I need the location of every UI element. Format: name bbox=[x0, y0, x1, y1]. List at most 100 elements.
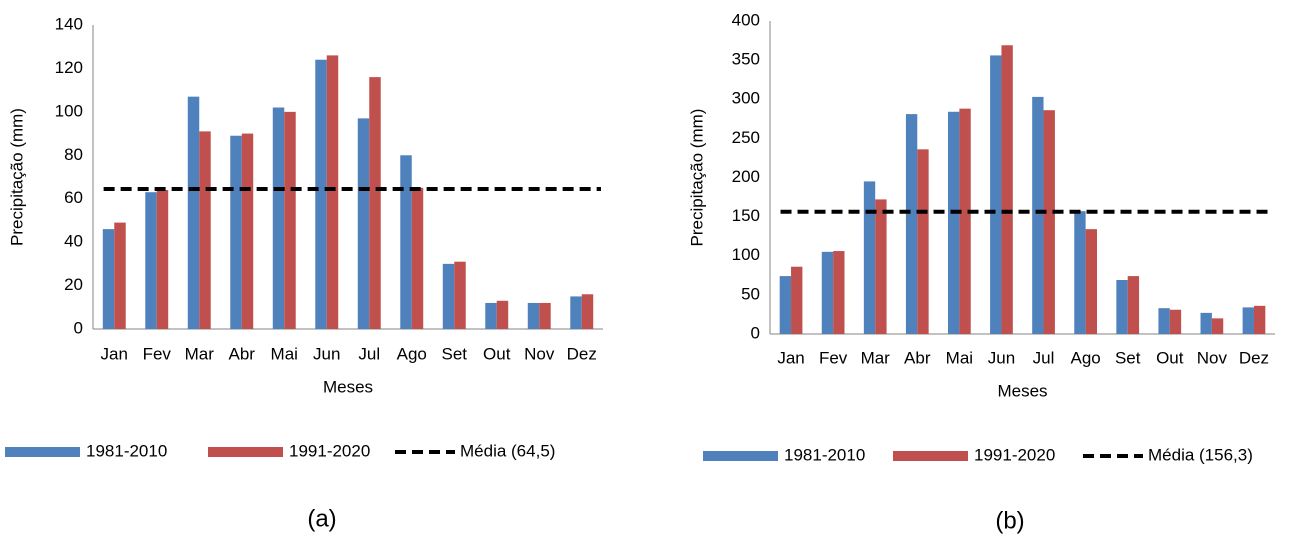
legend-label: 1981-2010 bbox=[86, 441, 167, 460]
legend-swatch bbox=[5, 447, 80, 457]
bar bbox=[1043, 110, 1055, 334]
x-tick-label: Ago bbox=[397, 344, 427, 363]
y-tick-label: 300 bbox=[732, 89, 760, 108]
y-tick-label: 80 bbox=[64, 145, 83, 164]
y-tick-label: 350 bbox=[732, 50, 760, 69]
y-tick-label: 250 bbox=[732, 128, 760, 147]
y-tick-label: 60 bbox=[64, 188, 83, 207]
bar bbox=[821, 251, 834, 334]
bar bbox=[369, 77, 381, 329]
x-tick-label: Jul bbox=[358, 344, 380, 363]
bar bbox=[1032, 96, 1044, 334]
bar bbox=[357, 118, 370, 329]
legend-swatch bbox=[208, 447, 283, 457]
bar bbox=[527, 302, 540, 329]
x-tick-label: Nov bbox=[1197, 348, 1228, 367]
x-tick-label: Abr bbox=[229, 344, 256, 363]
y-tick-label: 200 bbox=[732, 167, 760, 186]
bar bbox=[1242, 307, 1254, 334]
y-tick-label: 120 bbox=[55, 58, 83, 77]
y-tick-label: 40 bbox=[64, 232, 83, 251]
bar bbox=[1074, 211, 1086, 334]
x-tick-label: Mar bbox=[185, 344, 215, 363]
bar bbox=[779, 276, 792, 334]
bar bbox=[875, 199, 887, 334]
bar bbox=[284, 111, 296, 329]
x-tick-label: Mai bbox=[946, 348, 973, 367]
bar bbox=[156, 190, 169, 329]
bar bbox=[411, 187, 424, 329]
bar bbox=[199, 131, 211, 329]
bar bbox=[570, 296, 582, 329]
x-tick-label: Fev bbox=[143, 344, 172, 363]
legend-swatch bbox=[703, 451, 778, 461]
bar bbox=[102, 229, 115, 329]
x-tick-label: Out bbox=[483, 344, 511, 363]
bar bbox=[539, 302, 551, 329]
bar bbox=[863, 181, 876, 334]
panel-label: (b) bbox=[995, 507, 1024, 534]
bar bbox=[496, 300, 509, 329]
legend-label: 1981-2010 bbox=[784, 445, 865, 464]
x-tick-label: Ago bbox=[1071, 348, 1101, 367]
bar bbox=[187, 96, 200, 330]
y-tick-label: 150 bbox=[732, 206, 760, 225]
bar bbox=[1085, 229, 1097, 334]
legend-swatch bbox=[893, 451, 968, 461]
x-tick-label: Jul bbox=[1033, 348, 1055, 367]
bar bbox=[326, 55, 339, 330]
bar bbox=[791, 266, 803, 334]
bar bbox=[833, 251, 845, 334]
x-tick-label: Jan bbox=[777, 348, 804, 367]
x-axis-title: Meses bbox=[997, 381, 1047, 400]
x-tick-label: Dez bbox=[1239, 348, 1269, 367]
legend-label: 1991-2020 bbox=[289, 441, 370, 460]
x-tick-label: Dez bbox=[567, 344, 597, 363]
bar bbox=[272, 107, 285, 329]
x-tick-label: Mar bbox=[861, 348, 891, 367]
x-tick-label: Fev bbox=[819, 348, 848, 367]
bar bbox=[1127, 276, 1140, 334]
bar bbox=[1253, 305, 1266, 334]
bar bbox=[114, 222, 126, 329]
bar bbox=[905, 114, 918, 335]
y-tick-label: 0 bbox=[751, 323, 760, 342]
x-tick-label: Set bbox=[1115, 348, 1141, 367]
bar bbox=[581, 294, 594, 329]
bar bbox=[442, 263, 455, 329]
bar bbox=[990, 55, 1002, 335]
bar bbox=[315, 59, 327, 329]
bar bbox=[1116, 280, 1128, 334]
x-axis-title: Meses bbox=[323, 377, 373, 396]
x-tick-label: Abr bbox=[904, 348, 931, 367]
bar bbox=[400, 155, 412, 329]
bar bbox=[454, 261, 466, 329]
x-tick-label: Jan bbox=[101, 344, 128, 363]
bar bbox=[1200, 312, 1212, 334]
bar bbox=[948, 111, 960, 335]
panel-label: (a) bbox=[307, 505, 336, 532]
bar bbox=[230, 135, 242, 329]
x-tick-label: Mai bbox=[271, 344, 298, 363]
y-tick-label: 0 bbox=[74, 318, 83, 337]
legend-label: 1991-2020 bbox=[974, 445, 1055, 464]
x-tick-label: Jun bbox=[988, 348, 1015, 367]
bar bbox=[917, 149, 929, 334]
y-tick-label: 400 bbox=[732, 10, 760, 29]
y-axis-title: Precipitação (mm) bbox=[7, 108, 26, 246]
y-axis-title: Precipitação (mm) bbox=[687, 109, 706, 247]
bar bbox=[1158, 308, 1170, 334]
y-tick-label: 140 bbox=[55, 14, 83, 33]
x-tick-label: Out bbox=[1156, 348, 1184, 367]
x-tick-label: Nov bbox=[524, 344, 555, 363]
y-tick-label: 100 bbox=[55, 101, 83, 120]
bar bbox=[1001, 45, 1013, 334]
x-tick-label: Set bbox=[441, 344, 467, 363]
y-tick-label: 100 bbox=[732, 245, 760, 264]
y-tick-label: 50 bbox=[741, 284, 760, 303]
bar bbox=[145, 192, 157, 329]
legend-label: Média (156,3) bbox=[1148, 445, 1253, 464]
bar bbox=[241, 133, 254, 329]
bar bbox=[485, 302, 497, 329]
